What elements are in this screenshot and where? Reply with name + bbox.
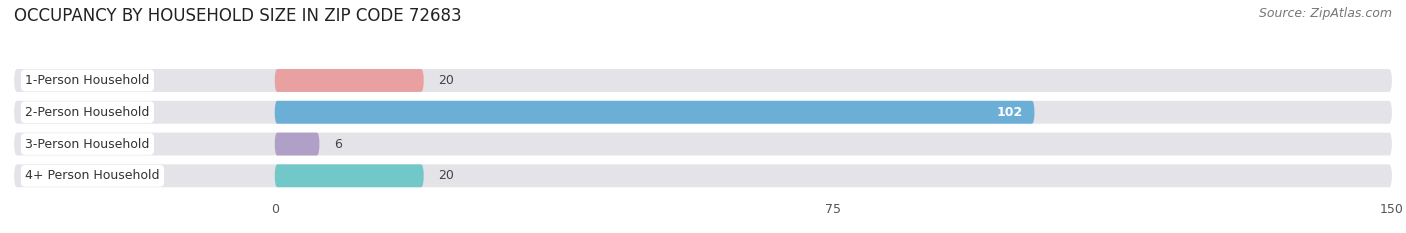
FancyBboxPatch shape [14, 133, 1392, 155]
FancyBboxPatch shape [14, 69, 1392, 92]
Text: 6: 6 [335, 137, 342, 151]
FancyBboxPatch shape [14, 164, 1392, 187]
Text: 20: 20 [439, 169, 454, 182]
FancyBboxPatch shape [14, 101, 1392, 124]
FancyBboxPatch shape [274, 164, 423, 187]
Text: 3-Person Household: 3-Person Household [25, 137, 149, 151]
Text: 20: 20 [439, 74, 454, 87]
Text: 4+ Person Household: 4+ Person Household [25, 169, 160, 182]
Text: 1-Person Household: 1-Person Household [25, 74, 149, 87]
Text: 2-Person Household: 2-Person Household [25, 106, 149, 119]
Text: Source: ZipAtlas.com: Source: ZipAtlas.com [1258, 7, 1392, 20]
FancyBboxPatch shape [274, 133, 319, 155]
FancyBboxPatch shape [274, 101, 1035, 124]
Text: OCCUPANCY BY HOUSEHOLD SIZE IN ZIP CODE 72683: OCCUPANCY BY HOUSEHOLD SIZE IN ZIP CODE … [14, 7, 461, 25]
FancyBboxPatch shape [274, 69, 423, 92]
Text: 102: 102 [997, 106, 1024, 119]
